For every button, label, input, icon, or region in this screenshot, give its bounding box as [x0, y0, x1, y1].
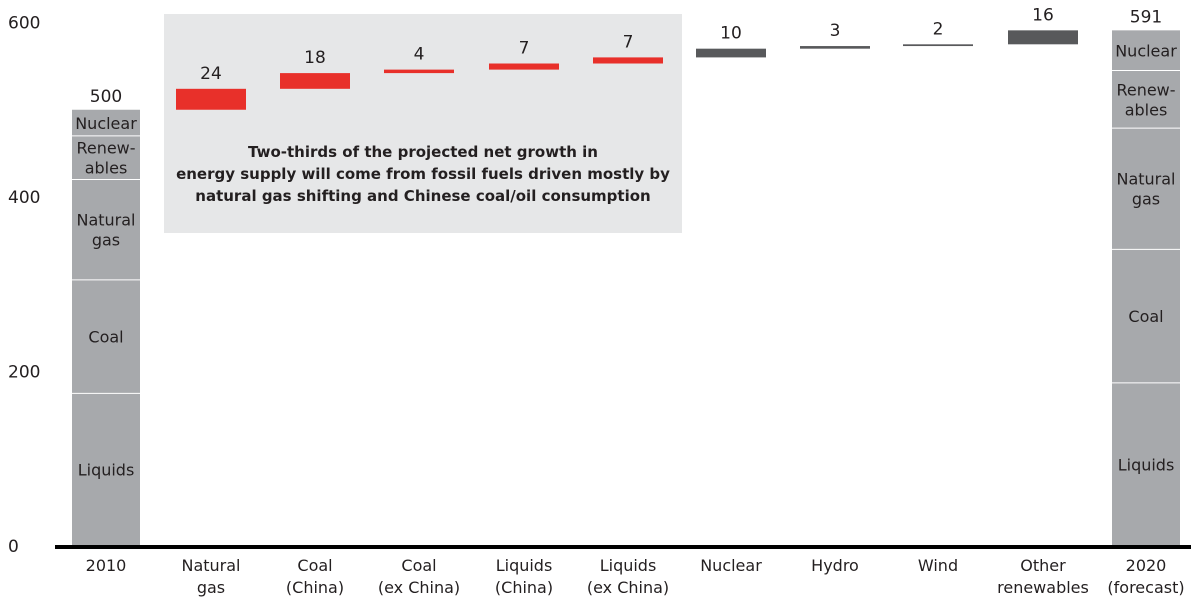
- increment-bar: [489, 63, 559, 70]
- segment-label: Liquids: [78, 461, 135, 480]
- segment-label: Natural: [76, 211, 135, 230]
- callout-box: [164, 14, 682, 233]
- x-category-label: 2020: [1126, 556, 1167, 575]
- segment-label: gas: [1132, 190, 1160, 209]
- x-category-label: (ex China): [378, 578, 460, 597]
- segment-label: Coal: [1128, 307, 1163, 326]
- callout-text-line: natural gas shifting and Chinese coal/oi…: [195, 187, 650, 205]
- x-category-label: Natural: [181, 556, 240, 575]
- callout-text-line: energy supply will come from fossil fuel…: [176, 165, 670, 183]
- y-tick-label: 400: [8, 188, 40, 208]
- start-bar-segment: [72, 393, 140, 546]
- increment-value-label: 3: [830, 21, 841, 41]
- end-bar-segment: [1112, 249, 1180, 383]
- increment-value-label: 24: [200, 64, 222, 84]
- segment-label: Natural: [1116, 170, 1175, 189]
- x-category-label: (forecast): [1107, 578, 1184, 597]
- segment-label: Nuclear: [1115, 41, 1177, 60]
- start-bar-segment: [72, 135, 140, 180]
- y-tick-label: 0: [8, 537, 19, 557]
- increment-bar: [280, 73, 350, 89]
- increment-value-label: 7: [623, 32, 634, 52]
- x-category-label: (ex China): [587, 578, 669, 597]
- increment-value-label: 7: [519, 39, 530, 59]
- segment-label: gas: [92, 231, 120, 250]
- increment-bar: [176, 88, 246, 110]
- x-category-label: Wind: [918, 556, 958, 575]
- end-bar-segment: [1112, 128, 1180, 250]
- start-bar-segment: [72, 179, 140, 280]
- start-bar-total-label: 500: [90, 87, 122, 107]
- end-bar-segment: [1112, 70, 1180, 129]
- end-bar-segment: [1112, 382, 1180, 546]
- segment-label: ables: [1125, 100, 1168, 119]
- increment-bar: [903, 44, 973, 47]
- segment-label: Renew-: [1116, 80, 1175, 99]
- start-bar-segment: [72, 279, 140, 394]
- y-tick-label: 600: [8, 14, 40, 34]
- x-category-label: renewables: [997, 578, 1089, 597]
- x-category-label: (China): [495, 578, 553, 597]
- x-category-label: Hydro: [811, 556, 859, 575]
- x-category-label: Liquids: [496, 556, 553, 575]
- start-bar-segment: [72, 109, 140, 136]
- x-category-label: Coal: [401, 556, 436, 575]
- increment-value-label: 2: [933, 19, 944, 39]
- increment-bar: [384, 69, 454, 74]
- y-tick-label: 200: [8, 363, 40, 383]
- segment-label: Renew-: [76, 139, 135, 158]
- x-category-label: 2010: [86, 556, 127, 575]
- increment-bar: [696, 48, 766, 58]
- increment-value-label: 10: [720, 24, 742, 44]
- x-category-label: Coal: [297, 556, 332, 575]
- increment-bar: [1008, 30, 1078, 45]
- segment-label: Coal: [88, 328, 123, 347]
- increment-value-label: 16: [1032, 5, 1054, 25]
- x-category-label: Liquids: [600, 556, 657, 575]
- x-category-label: (China): [286, 578, 344, 597]
- segment-label: Nuclear: [75, 114, 137, 133]
- increment-value-label: 18: [304, 48, 326, 68]
- segment-label: ables: [85, 159, 128, 178]
- end-bar-segment: [1112, 30, 1180, 71]
- segment-label: Liquids: [1118, 455, 1175, 474]
- end-bar-total-label: 591: [1130, 7, 1162, 27]
- increment-bar: [800, 46, 870, 49]
- increment-bar: [593, 57, 663, 64]
- x-category-label: gas: [197, 578, 225, 597]
- x-category-label: Other: [1020, 556, 1066, 575]
- x-category-label: Nuclear: [700, 556, 762, 575]
- increment-value-label: 4: [414, 45, 425, 65]
- callout-text-line: Two-thirds of the projected net growth i…: [248, 143, 598, 161]
